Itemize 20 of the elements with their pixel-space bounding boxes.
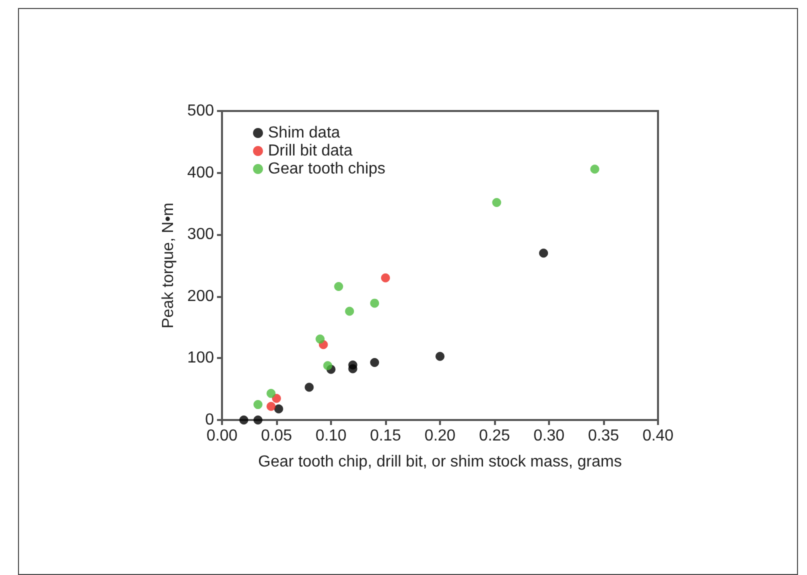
y-tick-label: 100 (187, 350, 214, 367)
y-axis-title: Peak torque, N•m (160, 202, 177, 328)
x-tick-label: 0.25 (478, 428, 510, 444)
legend-label: Gear tooth chips (268, 160, 386, 178)
x-tick-label: 0.20 (424, 428, 456, 444)
x-axis-title: Gear tooth chip, drill bit, or shim stock mass, grams (258, 454, 622, 470)
x-tick-label: 0.35 (588, 428, 620, 444)
x-tick-label: 0.15 (370, 428, 402, 444)
legend-label: Shim data (268, 124, 340, 142)
legend-label: Drill bit data (268, 142, 353, 160)
x-tick-label: 0.40 (642, 428, 674, 444)
x-tick-label: 0.30 (533, 428, 565, 444)
y-tick-label: 500 (187, 102, 214, 120)
y-tick-label: 0 (205, 412, 214, 428)
y-tick-label: 300 (187, 226, 214, 244)
x-tick-label: 0.00 (206, 428, 238, 444)
x-tick-label: 0.10 (315, 428, 347, 444)
x-tick-label: 0.05 (260, 428, 292, 444)
y-tick-label: 400 (187, 164, 214, 182)
y-tick-label: 200 (187, 288, 214, 305)
